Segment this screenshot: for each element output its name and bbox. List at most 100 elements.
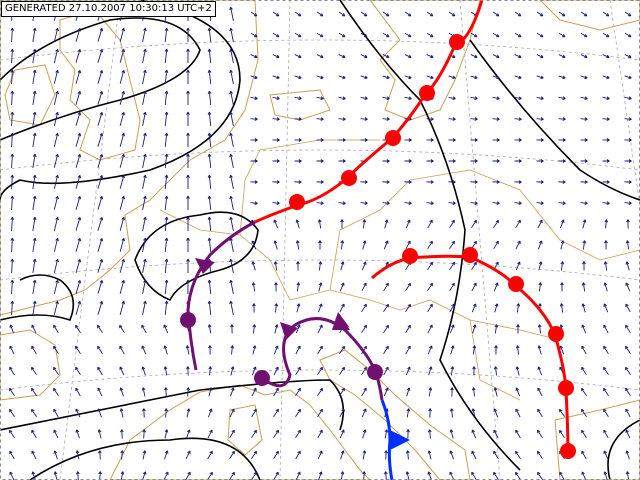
wind-arrow <box>317 219 322 229</box>
wind-arrow <box>405 282 411 291</box>
wind-arrow <box>426 11 434 17</box>
wind-arrow <box>514 201 522 205</box>
wind-arrow <box>186 69 190 85</box>
wind-arrow <box>229 6 234 21</box>
wind-arrow <box>405 366 411 376</box>
wind-arrow <box>494 345 498 355</box>
wind-arrow <box>559 429 565 438</box>
wind-arrow <box>406 387 411 397</box>
wind-arrow <box>624 180 632 184</box>
wind-arrow <box>98 471 102 480</box>
wind-arrow <box>163 366 168 376</box>
wind-arrow <box>406 429 410 439</box>
wind-arrow <box>53 300 59 315</box>
wind-arrow <box>361 261 367 271</box>
wind-arrow <box>186 237 190 253</box>
wind-arrow <box>537 429 543 438</box>
wind-arrow <box>625 366 631 375</box>
wind-arrow <box>338 201 346 205</box>
wind-arrow <box>558 138 566 142</box>
wind-arrow <box>449 429 454 439</box>
wind-arrow <box>559 303 564 313</box>
wind-arrow <box>493 240 499 250</box>
wind-arrow <box>338 159 346 163</box>
wind-arrow <box>538 261 543 271</box>
wind-arrow <box>603 261 608 271</box>
isobar <box>0 379 345 431</box>
wind-arrow <box>142 450 147 460</box>
wind-arrow <box>10 174 15 190</box>
aegean-sea <box>554 399 640 480</box>
cold-front-symbol <box>390 430 410 450</box>
wind-arrow <box>251 282 256 292</box>
wind-arrow <box>580 138 588 142</box>
wind-arrow <box>142 195 147 210</box>
wind-arrow <box>97 279 104 294</box>
wind-arrow <box>142 216 147 231</box>
wind-arrow <box>361 324 367 333</box>
generated-stamp: GENERATED 27.10.2007 10:30:13 UTC+2 <box>1 1 216 17</box>
wind-arrow <box>383 240 389 250</box>
wind-arrow <box>470 138 478 142</box>
isobar <box>607 419 640 480</box>
wind-arrow <box>142 258 147 273</box>
wind-arrow <box>492 138 500 142</box>
wind-arrow <box>163 471 169 480</box>
wind-arrow <box>471 429 477 439</box>
wind-arrow <box>427 429 432 439</box>
wind-arrow <box>53 69 59 84</box>
wind-arrow <box>229 90 234 105</box>
wind-arrow <box>120 471 125 480</box>
wind-arrow <box>229 153 234 168</box>
wind-arrow <box>362 429 367 439</box>
wind-arrow <box>514 32 522 38</box>
wind-arrow <box>581 282 586 292</box>
wind-arrow <box>250 54 258 59</box>
wind-arrow <box>186 195 190 211</box>
wind-arrow <box>383 471 388 480</box>
wind-arrow <box>515 219 521 229</box>
wind-arrow <box>558 96 566 101</box>
wind-arrow <box>75 366 81 376</box>
wind-arrow <box>250 32 258 38</box>
wind-arrow <box>405 303 411 312</box>
wind-arrow <box>471 387 476 397</box>
wind-arrow <box>164 450 169 460</box>
wind-arrow <box>581 345 587 355</box>
wind-arrow <box>32 111 37 126</box>
wind-arrow <box>10 48 15 64</box>
wind-arrow <box>251 366 257 376</box>
wind-arrow <box>272 180 280 184</box>
wind-arrow <box>405 240 411 250</box>
wind-arrow <box>119 237 125 252</box>
wind-arrow <box>537 219 543 229</box>
wind-arrow <box>164 111 169 127</box>
wind-arrow <box>492 96 500 101</box>
wind-arrow <box>164 408 169 418</box>
wind-arrow <box>405 345 411 355</box>
wind-arrow <box>230 345 235 355</box>
wind-arrow <box>295 429 301 439</box>
wind-arrow <box>537 408 543 418</box>
wind-arrow <box>273 471 279 480</box>
wind-arrow <box>10 279 15 295</box>
wind-arrow <box>295 345 301 355</box>
wind-arrow <box>382 54 390 59</box>
wind-arrow <box>317 345 323 355</box>
wind-arrow <box>10 69 15 85</box>
wind-arrow <box>75 111 82 126</box>
wind-arrow <box>142 69 147 84</box>
wind-arrow <box>142 90 147 105</box>
wind-arrow <box>426 117 434 121</box>
wind-arrow <box>428 387 433 397</box>
isobar <box>0 274 75 321</box>
wind-arrow <box>536 75 544 80</box>
wind-arrow <box>53 216 59 231</box>
wind-arrow <box>207 69 212 85</box>
wind-arrow <box>207 279 212 295</box>
wind-arrow <box>75 153 82 168</box>
wind-arrow <box>186 216 190 232</box>
wind-arrow <box>560 282 564 292</box>
